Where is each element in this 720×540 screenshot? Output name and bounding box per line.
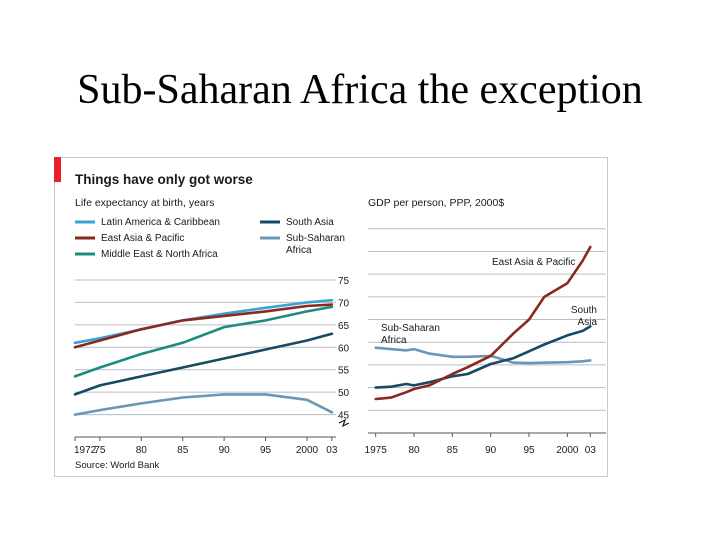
legend-label-south-asia: South Asia: [286, 217, 334, 228]
left-xtick-2000: 2000: [296, 445, 319, 456]
left-ytick-65: 65: [338, 321, 350, 332]
right-line-east-asia-pacific: [374, 245, 592, 401]
right-xtick-1975: 1975: [365, 445, 388, 456]
left-xtick-1995: 95: [260, 445, 272, 456]
right-xtick-2003: 03: [585, 445, 597, 456]
left-line-middle-east-north-africa: [73, 305, 334, 378]
left-ytick-60: 60: [338, 343, 350, 354]
slide-title: Sub-Saharan Africa the exception: [77, 67, 643, 113]
label-sub-saharan-africa-cont: Africa: [381, 335, 407, 346]
left-chart-title: Life expectancy at birth, years: [75, 197, 215, 209]
left-line-east-asia-pacific: [73, 303, 334, 349]
source-note: Source: World Bank: [75, 460, 160, 471]
figure-border: [54, 157, 608, 477]
left-xtick-1975: 75: [94, 445, 106, 456]
left-series: [73, 298, 334, 416]
label-south-asia-cont: Asia: [578, 317, 598, 328]
left-line-south-asia: [73, 332, 334, 396]
right-series: [374, 245, 592, 401]
legend-label-sub-saharan-africa-cont: Africa: [286, 245, 312, 256]
left-xtick-2003: 03: [326, 445, 338, 456]
legend-label-latin-america-caribbean: Latin America & Caribbean: [101, 217, 220, 228]
left-line-sub-saharan-africa: [73, 393, 334, 416]
left-xtick-1980: 80: [136, 445, 148, 456]
right-ticks: 1975 80 85 90 95 2000 03: [365, 433, 597, 456]
left-xtick-1985: 85: [177, 445, 189, 456]
chart-svg: Things have only got worse Life expectan…: [54, 157, 637, 477]
right-xtick-1995: 95: [523, 445, 535, 456]
right-xtick-2000: 2000: [556, 445, 579, 456]
right-xtick-1980: 80: [408, 445, 420, 456]
left-xtick-1990: 90: [219, 445, 231, 456]
left-grid: 45 50 55 60 65 70 75: [75, 276, 350, 438]
left-ytick-50: 50: [338, 388, 350, 399]
left-ytick-75: 75: [338, 276, 350, 287]
right-chart-title: GDP per person, PPP, 2000$: [368, 197, 504, 209]
legend-label-sub-saharan-africa: Sub-Saharan: [286, 233, 345, 244]
right-xtick-1990: 90: [485, 445, 497, 456]
legend-label-east-asia-pacific: East Asia & Pacific: [101, 233, 184, 244]
left-ytick-55: 55: [338, 366, 350, 377]
left-ytick-45: 45: [338, 411, 350, 422]
label-sub-saharan-africa: Sub-Saharan: [381, 323, 440, 334]
right-line-sub-saharan-africa: [374, 346, 592, 365]
left-ytick-70: 70: [338, 298, 350, 309]
label-south-asia: South: [571, 305, 597, 316]
right-line-south-asia: [374, 325, 592, 389]
left-axis-break-mark: [338, 418, 350, 428]
label-east-asia-pacific: East Asia & Pacific: [492, 257, 575, 268]
figure-heading: Things have only got worse: [75, 172, 253, 187]
legend-label-middle-east-north-africa: Middle East & North Africa: [101, 249, 218, 260]
left-legend: Latin America & Caribbean East Asia & Pac…: [75, 217, 345, 260]
right-xtick-1985: 85: [447, 445, 459, 456]
left-xtick-1972: 1972: [74, 445, 97, 456]
accent-bar: [54, 157, 61, 182]
chart-figure: Things have only got worse Life expectan…: [54, 157, 637, 477]
